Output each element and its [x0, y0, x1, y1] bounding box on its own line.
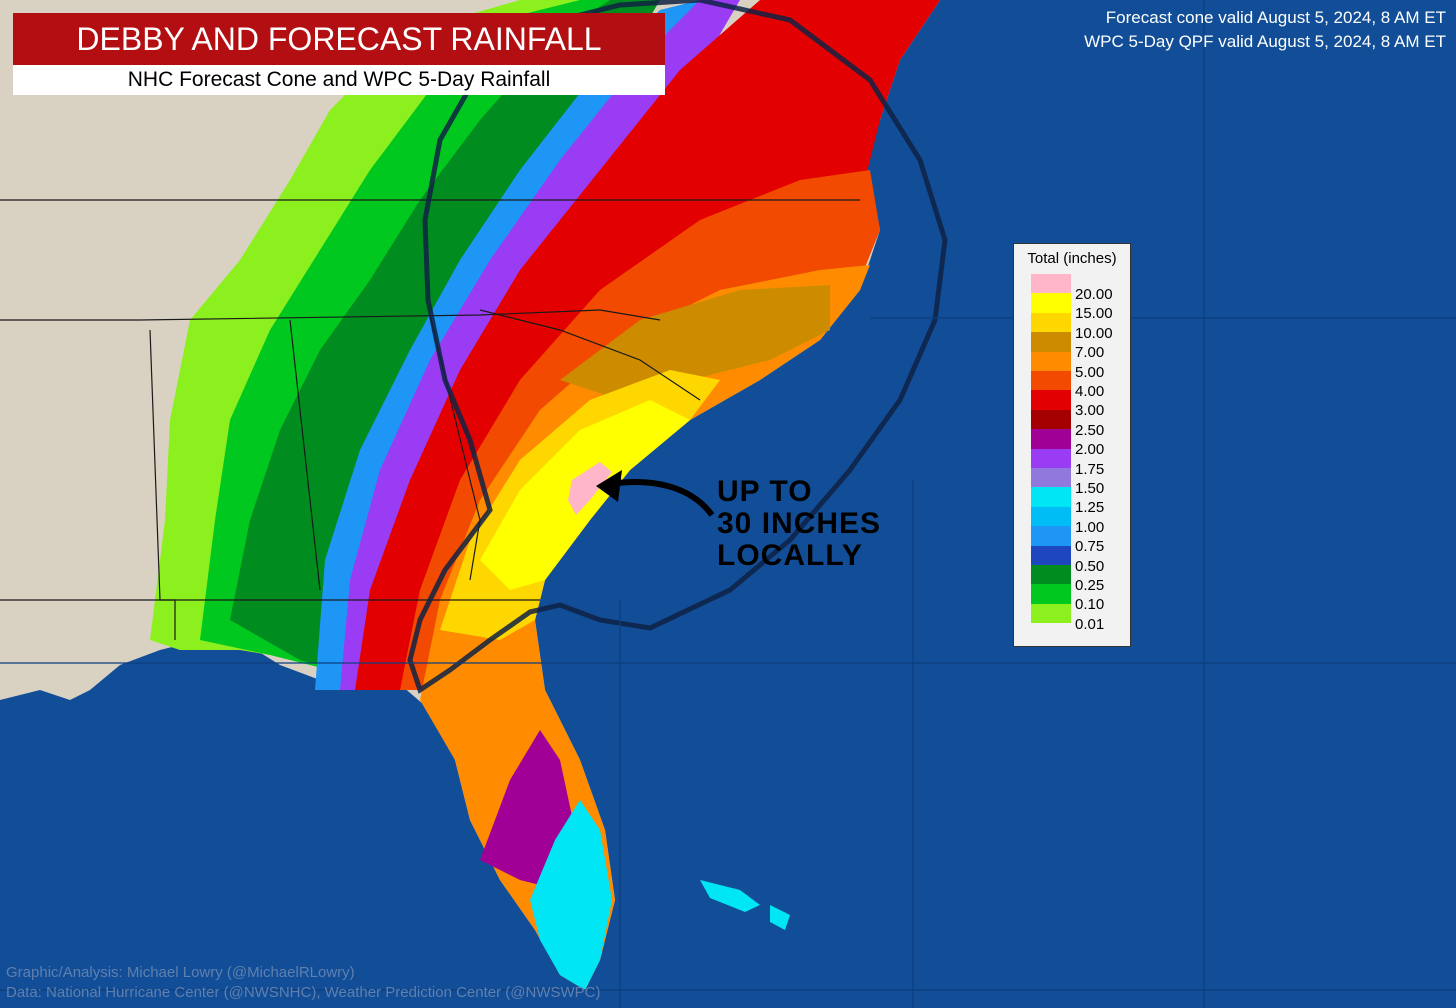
legend-swatch — [1031, 468, 1071, 488]
legend-swatch — [1031, 487, 1071, 507]
legend-label: 1.50 — [1075, 480, 1105, 497]
legend-swatch — [1031, 565, 1071, 585]
bahamas-islands — [700, 880, 790, 930]
rainfall-legend: Total (inches) 20.00 15.00 10.00 7.00 5.00 4.… — [1013, 243, 1131, 647]
max-rainfall-annotation: UP TO 30 INCHES LOCALLY — [717, 476, 881, 572]
legend-swatch — [1031, 584, 1071, 604]
legend-swatch — [1031, 409, 1071, 430]
legend-label: 20.00 — [1075, 286, 1113, 303]
legend-label: 0.50 — [1075, 557, 1105, 575]
legend-label: 15.00 — [1075, 305, 1113, 323]
legend-swatch — [1031, 274, 1071, 294]
legend-label: 5.00 — [1075, 363, 1105, 381]
annotation-line-1: UP TO — [717, 475, 813, 508]
state-boundaries — [0, 199, 860, 640]
legend-swatch — [1031, 351, 1071, 371]
legend-label: 2.00 — [1075, 441, 1105, 459]
legend-label: 3.00 — [1075, 402, 1105, 420]
legend-title: Total (inches) — [1027, 250, 1117, 267]
rain-band-tan — [560, 285, 830, 400]
legend-label: 1.75 — [1075, 460, 1105, 478]
legend-label: 0.75 — [1075, 538, 1105, 556]
legend-label: 0.25 — [1075, 577, 1105, 594]
legend-label: 7.00 — [1075, 344, 1105, 362]
legend-label: 0.10 — [1075, 596, 1105, 614]
credit-data: Data: National Hurricane Center (@NWSNHC… — [6, 984, 601, 1001]
map-subtitle: NHC Forecast Cone and WPC 5-Day Rainfall — [13, 65, 665, 95]
legend-label: 1.25 — [1075, 499, 1105, 517]
legend-swatch — [1031, 429, 1071, 449]
annotation-line-2: 30 INCHES — [717, 507, 882, 540]
cone-valid-time: Forecast cone valid August 5, 2024, 8 AM… — [1105, 8, 1446, 27]
legend-swatch — [1031, 526, 1071, 546]
legend-swatch — [1031, 371, 1071, 391]
map-title: DEBBY AND FORECAST RAINFALL — [13, 13, 665, 65]
legend-label: 4.00 — [1075, 383, 1105, 400]
legend-label: 10.00 — [1075, 324, 1113, 342]
legend-swatch — [1031, 506, 1071, 527]
legend-swatch — [1031, 312, 1071, 333]
qpf-valid-time: WPC 5-Day QPF valid August 5, 2024, 8 AM… — [1084, 32, 1446, 51]
legend-label: 2.50 — [1075, 421, 1105, 439]
credit-graphic: Graphic/Analysis: Michael Lowry (@Michae… — [6, 964, 355, 981]
annotation-arrow — [609, 479, 715, 517]
rain-band-florida-cyan — [530, 800, 612, 990]
legend-label: 1.00 — [1075, 518, 1105, 536]
rain-band-red — [355, 0, 940, 690]
arrow-head-icon — [596, 470, 622, 502]
legend-swatch — [1031, 545, 1071, 565]
legend-swatch — [1031, 603, 1071, 624]
legend-swatch — [1031, 293, 1071, 313]
legend-swatch — [1031, 390, 1071, 410]
forecast-cone — [407, 0, 948, 694]
annotation-line-3: LOCALLY — [717, 539, 863, 572]
legend-swatch — [1031, 448, 1071, 468]
rain-band-pink — [568, 462, 612, 515]
legend-swatch — [1031, 332, 1071, 352]
legend-label: 0.01 — [1075, 615, 1105, 633]
